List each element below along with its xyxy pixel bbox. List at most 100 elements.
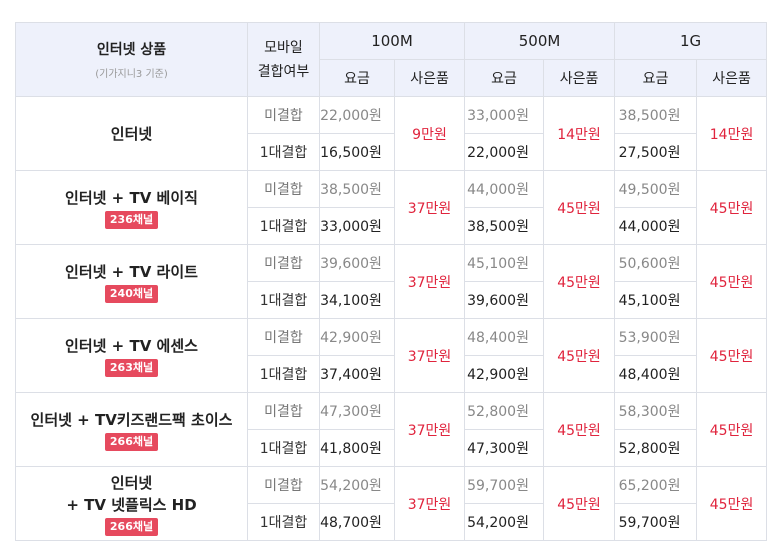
fee-cell: 44,000원 [464, 170, 545, 208]
table-row: 1대결합 41,800원 47,300원 52,800원 [16, 429, 767, 467]
fee-cell: 16,500원 [319, 133, 395, 171]
gift-cell: 45만원 [696, 318, 768, 393]
table-row: 인터넷 + TV 넷플릭스 HD 266채널 미결합 54,200원 37만원 59,700… [15, 466, 768, 541]
product-name: 인터넷 [110, 124, 153, 143]
table-row: 1대결합 48,700원 54,200원 59,700원 [16, 503, 767, 541]
table-row: 1대결합 16,500원 22,000원 27,500원 [16, 133, 767, 171]
gift-cell: 45만원 [543, 170, 616, 245]
gift-cell: 14만원 [543, 96, 616, 171]
mobile-combo-cell: 미결합 [247, 170, 320, 208]
fee-cell: 47,300원 [464, 429, 545, 467]
gift-cell: 45만원 [543, 392, 616, 467]
header-mobile-combo: 모바일 결합여부 [247, 22, 320, 97]
product-name-cell: 인터넷 + TV 베이직 236채널 [15, 170, 248, 245]
table-row: 인터넷 + TV 에센스 263채널 미결합 42,900원 37만원 48,400원 45… [15, 318, 768, 393]
fee-cell: 48,400원 [614, 355, 698, 393]
gift-cell: 9만원 [393, 96, 466, 171]
product-name: + TV 넷플릭스 HD [66, 495, 197, 514]
product-name: 인터넷 + TV 에센스 [65, 336, 198, 355]
fee-cell: 34,100원 [319, 281, 395, 319]
gift-cell: 45만원 [543, 244, 616, 319]
channel-badge: 240채널 [104, 284, 159, 303]
fee-cell: 37,400원 [319, 355, 395, 393]
channel-badge: 236채널 [104, 210, 159, 229]
header-fee: 요금 [464, 59, 545, 97]
mobile-combo-cell: 미결합 [247, 392, 320, 430]
table-row: 1대결합 33,000원 38,500원 44,000원 [16, 207, 767, 245]
gift-cell: 45만원 [696, 244, 768, 319]
fee-cell: 47,300원 [319, 392, 395, 430]
mobile-combo-cell: 1대결합 [247, 281, 320, 319]
fee-cell: 48,400원 [464, 318, 545, 356]
product-name-cell: 인터넷 + TV키즈랜드팩 초이스 266채널 [15, 392, 248, 467]
gift-cell: 37만원 [393, 318, 466, 393]
mobile-combo-cell: 미결합 [247, 244, 320, 282]
fee-cell: 41,800원 [319, 429, 395, 467]
mobile-combo-cell: 1대결합 [247, 207, 320, 245]
header-fee: 요금 [319, 59, 395, 97]
product-name-cell: 인터넷 + TV 에센스 263채널 [15, 318, 248, 393]
fee-cell: 27,500원 [614, 133, 698, 171]
table-row: 1대결합 37,400원 42,900원 48,400원 [16, 355, 767, 393]
fee-cell: 54,200원 [319, 466, 395, 504]
fee-cell: 65,200원 [614, 466, 698, 504]
header-fee: 요금 [614, 59, 698, 97]
table-row: 인터넷 + TV 베이직 236채널 미결합 38,500원 37만원 44,000원 45… [15, 170, 768, 245]
channel-badge: 266채널 [104, 432, 159, 451]
gift-cell: 37만원 [393, 392, 466, 467]
fee-cell: 58,300원 [614, 392, 698, 430]
header-gift: 사은품 [543, 59, 616, 97]
fee-cell: 39,600원 [319, 244, 395, 282]
fee-cell: 52,800원 [464, 392, 545, 430]
gift-cell: 37만원 [393, 244, 466, 319]
product-name: 인터넷 [110, 473, 153, 492]
channel-badge: 266채널 [104, 517, 159, 536]
table-row: 인터넷 미결합 22,000원 9만원 33,000원 14만원 38,500원 14만원 [15, 96, 768, 171]
header-product: 인터넷 상품 (기가지니3 기준) [15, 22, 248, 97]
fee-cell: 59,700원 [614, 503, 698, 541]
header-product-title: 인터넷 상품 [96, 42, 167, 58]
header-speed-1g: 1G [614, 22, 768, 60]
fee-cell: 53,900원 [614, 318, 698, 356]
mobile-combo-cell: 1대결합 [247, 133, 320, 171]
fee-cell: 42,900원 [319, 318, 395, 356]
header-mobile-line2: 결합여부 [257, 63, 310, 80]
fee-cell: 42,900원 [464, 355, 545, 393]
price-table: 인터넷 상품 (기가지니3 기준) 모바일 결합여부 100M 500M 1G … [15, 22, 768, 541]
fee-cell: 22,000원 [464, 133, 545, 171]
header-speed-100m: 100M [318, 22, 466, 60]
fee-cell: 38,500원 [319, 170, 395, 208]
product-name: 인터넷 + TV키즈랜드팩 초이스 [30, 410, 233, 429]
fee-cell: 33,000원 [464, 96, 545, 134]
table-row: 인터넷 + TV 라이트 240채널 미결합 39,600원 37만원 45,100원 45… [15, 244, 768, 319]
fee-cell: 45,100원 [464, 244, 545, 282]
product-name: 인터넷 + TV 베이직 [65, 188, 198, 207]
fee-cell: 54,200원 [464, 503, 545, 541]
fee-cell: 52,800원 [614, 429, 698, 467]
header-gift: 사은품 [393, 59, 466, 97]
mobile-combo-cell: 1대결합 [247, 503, 320, 541]
product-name-cell: 인터넷 + TV 라이트 240채널 [15, 244, 248, 319]
product-name: 인터넷 + TV 라이트 [65, 262, 198, 281]
fee-cell: 22,000원 [319, 96, 395, 134]
header-speed-500m: 500M [464, 22, 616, 60]
gift-cell: 45만원 [696, 466, 768, 541]
fee-cell: 59,700원 [464, 466, 545, 504]
gift-cell: 45만원 [543, 318, 616, 393]
product-name-cell: 인터넷 + TV 넷플릭스 HD 266채널 [15, 466, 248, 541]
mobile-combo-cell: 미결합 [247, 466, 320, 504]
fee-cell: 44,000원 [614, 207, 698, 245]
gift-cell: 45만원 [696, 170, 768, 245]
gift-cell: 37만원 [393, 466, 466, 541]
gift-cell: 45만원 [696, 392, 768, 467]
mobile-combo-cell: 미결합 [247, 318, 320, 356]
mobile-combo-cell: 1대결합 [247, 355, 320, 393]
header-product-subtitle: (기가지니3 기준) [95, 69, 168, 80]
fee-cell: 49,500원 [614, 170, 698, 208]
fee-cell: 38,500원 [614, 96, 698, 134]
product-name-cell: 인터넷 [15, 96, 248, 171]
table-row: 1대결합 34,100원 39,600원 45,100원 [16, 281, 767, 319]
fee-cell: 50,600원 [614, 244, 698, 282]
header-gift: 사은품 [696, 59, 768, 97]
fee-cell: 33,000원 [319, 207, 395, 245]
